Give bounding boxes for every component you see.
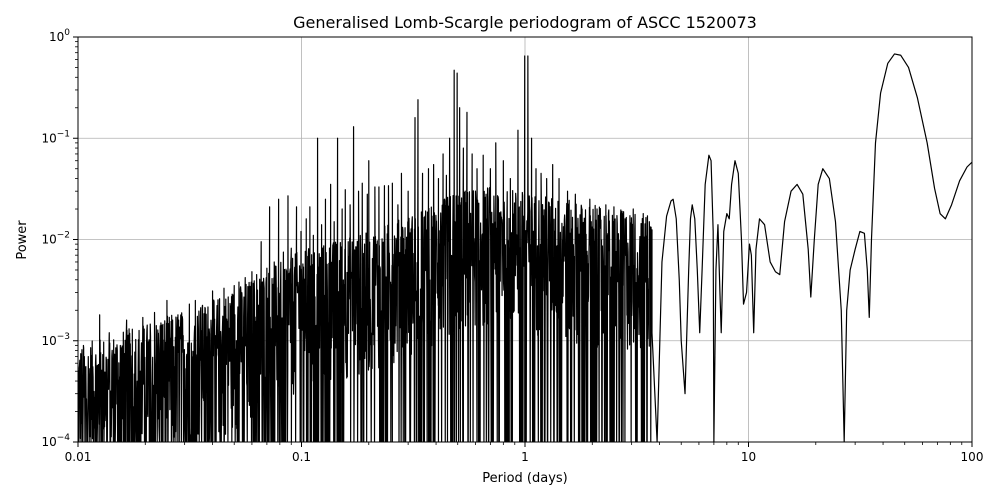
y-tick-label: 10−4 [41, 433, 70, 449]
y-tick-exponent: −4 [57, 433, 71, 443]
y-tick-exponent: −3 [57, 332, 70, 342]
x-tick-label: 0.01 [65, 450, 92, 464]
x-tick-label: 0.1 [292, 450, 311, 464]
x-axis-label: Period (days) [482, 471, 568, 486]
y-axis-label: Power [15, 220, 30, 260]
y-tick-base: 10 [41, 334, 56, 348]
y-tick-base: 10 [41, 233, 56, 247]
y-tick-label: 100 [49, 28, 70, 44]
y-tick-base: 10 [41, 435, 56, 449]
x-tick-label: 100 [961, 450, 984, 464]
chart-title: Generalised Lomb-Scargle periodogram of … [293, 13, 757, 32]
x-axis-ticks: 0.01 0.1 1 10 100 [65, 442, 984, 464]
periodogram-series-line [78, 53, 972, 442]
y-tick-label: 10−2 [41, 231, 70, 247]
y-tick-label: 10−1 [41, 129, 70, 145]
x-tick-label: 1 [521, 450, 529, 464]
x-tick-label: 10 [741, 450, 756, 464]
y-tick-exponent: 0 [64, 28, 70, 38]
y-tick-base: 10 [41, 131, 56, 145]
y-tick-exponent: −2 [57, 231, 70, 241]
y-tick-base: 10 [49, 30, 64, 44]
y-tick-exponent: −1 [57, 129, 70, 139]
y-tick-label: 10−3 [41, 332, 70, 348]
